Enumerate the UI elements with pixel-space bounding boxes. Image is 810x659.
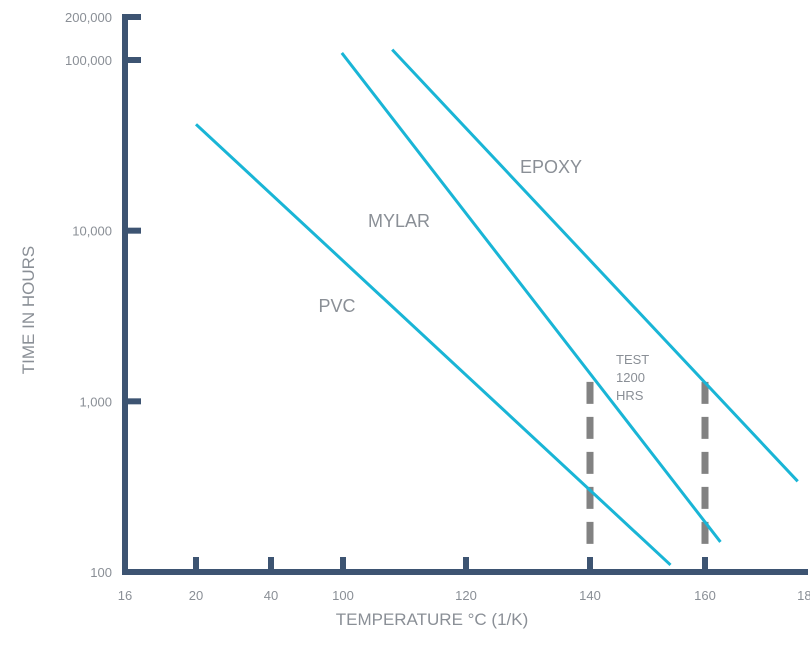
x-tick-label: 120 xyxy=(455,588,477,603)
y-tick-label: 100,000 xyxy=(65,53,112,68)
x-axis-title: TEMPERATURE °C (1/K) xyxy=(336,610,529,629)
x-tick-mark xyxy=(268,557,274,572)
y-tick-label: 100 xyxy=(90,565,112,580)
x-tick-mark xyxy=(587,557,593,572)
series-label-epoxy: EPOXY xyxy=(520,157,582,177)
x-tick-label: 160 xyxy=(694,588,716,603)
test-label-line-1: TEST xyxy=(616,352,649,367)
series-line-epoxy xyxy=(391,48,799,483)
x-tick-mark xyxy=(193,557,199,572)
x-ticks: 16 20 40 100 120 140 160 180 xyxy=(118,557,810,603)
x-tick-label: 16 xyxy=(118,588,132,603)
y-tick-label: 200,000 xyxy=(65,10,112,25)
y-tick-label: 1,000 xyxy=(79,394,112,409)
x-tick-label: 40 xyxy=(264,588,278,603)
x-tick-label: 140 xyxy=(579,588,601,603)
y-ticks: 100 1,000 10,000 100,000 200,000 xyxy=(65,10,141,580)
y-tick-mark xyxy=(125,14,141,20)
y-tick-mark xyxy=(125,227,141,234)
x-tick-label: 20 xyxy=(189,588,203,603)
series-line-pvc xyxy=(194,123,672,567)
x-tick-mark xyxy=(340,557,346,572)
x-tick-label: 180 xyxy=(797,588,810,603)
test-label-line-2: 1200 xyxy=(616,370,645,385)
test-lines xyxy=(586,381,709,550)
series-label-pvc: PVC xyxy=(318,296,355,316)
y-axis-title: TIME IN HOURS xyxy=(19,246,38,374)
test-label-line-3: HRS xyxy=(616,388,644,403)
series-line-mylar xyxy=(340,52,722,543)
x-tick-label: 100 xyxy=(332,588,354,603)
x-tick-mark xyxy=(702,557,708,572)
y-tick-mark xyxy=(125,57,141,63)
x-tick-mark xyxy=(463,557,469,572)
series-label-mylar: MYLAR xyxy=(368,211,430,231)
y-tick-label: 10,000 xyxy=(72,224,112,239)
y-tick-mark xyxy=(125,398,141,405)
labels: TEMPERATURE °C (1/K) TIME IN HOURS TEST … xyxy=(19,246,649,629)
series-lines: PVC MYLAR EPOXY xyxy=(194,48,799,567)
